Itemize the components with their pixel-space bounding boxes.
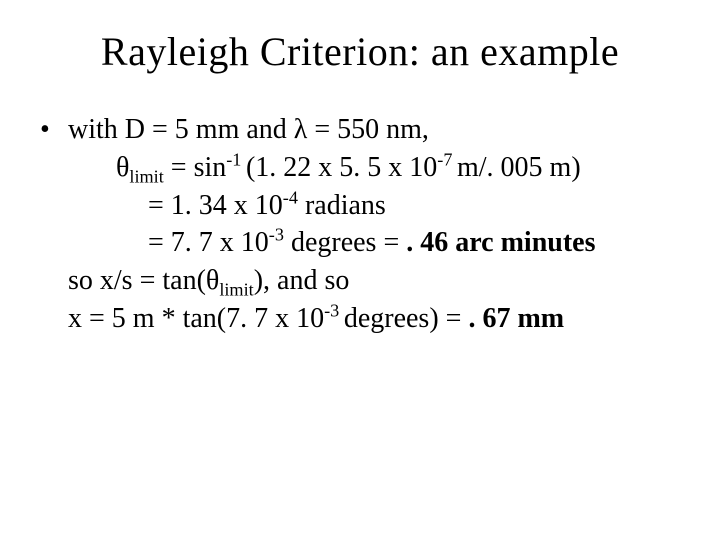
line-6: x = 5 m * tan(7. 7 x 10-3 degrees) = . 6…: [68, 300, 680, 338]
result-bold: . 67 mm: [468, 303, 564, 334]
text: so x/s = tan(: [68, 265, 206, 296]
text: degrees) =: [344, 303, 469, 334]
slide-body: • with D = 5 mm and λ = 550 nm, θlimit =…: [40, 111, 680, 338]
lambda-symbol: λ: [294, 114, 308, 145]
superscript: -4: [283, 187, 298, 207]
superscript: -1: [226, 149, 246, 169]
line-3: = 1. 34 x 10-4 radians: [68, 187, 680, 225]
text: ), and so: [254, 265, 350, 296]
text: = 550 nm,: [307, 114, 429, 145]
text: (1. 22 x 5. 5 x 10: [246, 152, 437, 183]
text: = sin: [164, 152, 226, 183]
superscript: -7: [437, 149, 457, 169]
subscript-limit: limit: [219, 280, 253, 300]
line-5: so x/s = tan(θlimit), and so: [68, 262, 680, 300]
result-bold: . 46 arc minutes: [406, 227, 595, 258]
bullet-mark: •: [40, 111, 68, 338]
text: with D = 5 mm and: [68, 114, 294, 145]
line-4: = 7. 7 x 10-3 degrees = . 46 arc minutes: [68, 224, 680, 262]
bullet-item: • with D = 5 mm and λ = 550 nm, θlimit =…: [40, 111, 680, 338]
text: degrees =: [284, 227, 406, 258]
bullet-text: with D = 5 mm and λ = 550 nm, θlimit = s…: [68, 111, 680, 338]
superscript: -3: [324, 301, 344, 321]
slide-container: Rayleigh Criterion: an example • with D …: [0, 0, 720, 540]
line-1: with D = 5 mm and λ = 550 nm,: [68, 111, 680, 149]
subscript-limit: limit: [129, 166, 163, 186]
line-2: θlimit = sin-1 (1. 22 x 5. 5 x 10-7 m/. …: [68, 149, 680, 187]
theta-symbol: θ: [206, 265, 219, 296]
text: = 7. 7 x 10: [148, 227, 269, 258]
text: radians: [298, 190, 386, 221]
text: x = 5 m * tan(7. 7 x 10: [68, 303, 324, 334]
superscript: -3: [269, 225, 284, 245]
text: = 1. 34 x 10: [148, 190, 283, 221]
theta-symbol: θ: [116, 152, 129, 183]
text: m/. 005 m): [457, 152, 581, 183]
slide-title: Rayleigh Criterion: an example: [40, 28, 680, 75]
